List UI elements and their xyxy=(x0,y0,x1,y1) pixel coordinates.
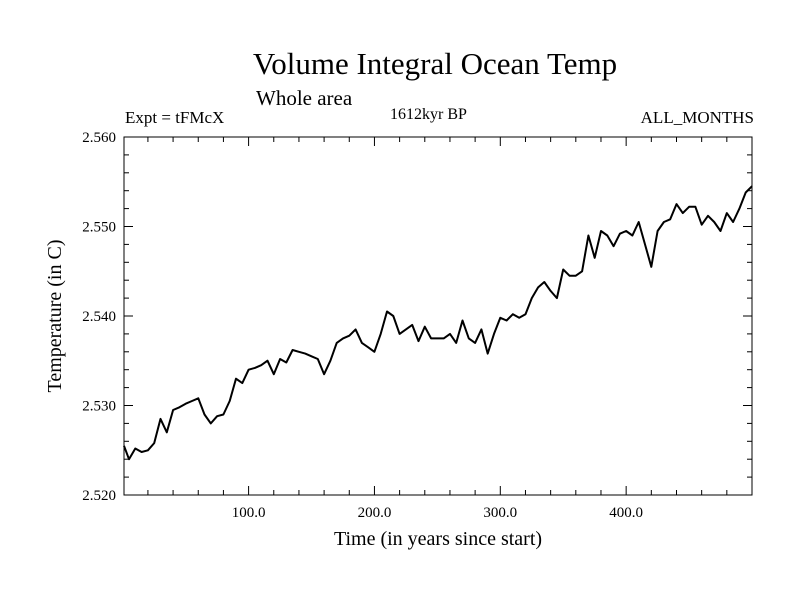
x-tick-label: 100.0 xyxy=(232,505,266,521)
y-tick-label: 2.520 xyxy=(82,488,116,504)
experiment-label: Expt = tFMcX xyxy=(125,108,225,127)
y-tick-label: 2.560 xyxy=(82,130,116,146)
months-label: ALL_MONTHS xyxy=(640,108,754,127)
chart-subtitle: Whole area xyxy=(256,86,353,110)
period-label: 1612kyr BP xyxy=(390,106,467,123)
y-axis-label: Temperature (in C) xyxy=(44,240,66,393)
x-tick-label: 300.0 xyxy=(483,505,517,521)
x-tick-label: 400.0 xyxy=(609,505,643,521)
x-axis-label: Time (in years since start) xyxy=(334,528,542,550)
chart-title: Volume Integral Ocean Temp xyxy=(252,46,618,81)
plot-frame xyxy=(123,136,753,496)
y-tick-label: 2.550 xyxy=(82,220,116,236)
x-tick-labels: 100.0 200.0 300.0 400.0 xyxy=(232,505,643,521)
series-line xyxy=(123,185,753,461)
x-tick-label: 200.0 xyxy=(358,505,392,521)
y-tick-label: 2.540 xyxy=(82,309,116,325)
y-tick-labels: 2.520 2.530 2.540 2.550 2.560 xyxy=(82,130,116,504)
axis-ticks xyxy=(124,136,752,496)
y-tick-label: 2.530 xyxy=(82,399,116,415)
